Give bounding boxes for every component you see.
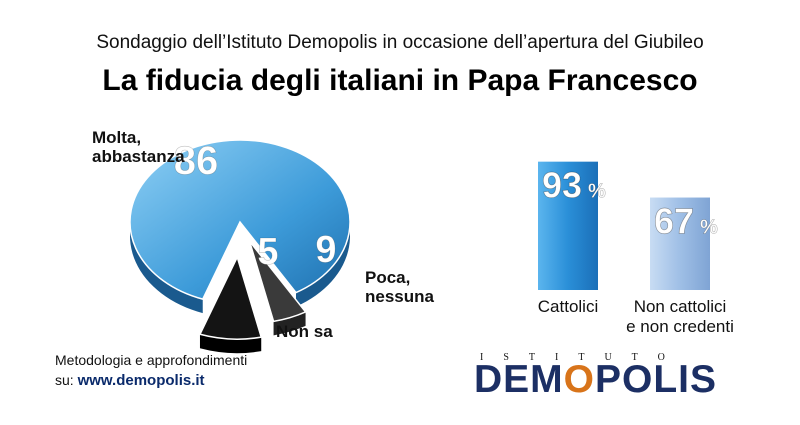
pie-slice-0 bbox=[129, 139, 351, 301]
bar-value-label-0: 93 bbox=[542, 165, 582, 206]
chart-subtitle: Sondaggio dell’Istituto Demopolis in occ… bbox=[96, 32, 704, 53]
pie-value-label-2: 9 bbox=[315, 229, 336, 271]
pie-label-poca: Poca, nessuna bbox=[365, 268, 434, 306]
brand-logo: DEMOPOLIS bbox=[474, 358, 718, 401]
footer-prefix: su: bbox=[55, 372, 74, 388]
brand-istituto: ISTITUTO bbox=[480, 352, 685, 363]
bar-1 bbox=[650, 197, 710, 290]
footer-methodology: Metodologia e approfondimenti su: www.de… bbox=[55, 350, 247, 391]
bar-category-label-0: Cattolici bbox=[538, 297, 598, 316]
chart-title: La fiducia degli italiani in Papa France… bbox=[102, 64, 698, 97]
bar-unit-label-1: % bbox=[700, 217, 718, 239]
pie-value-label-1: 5 bbox=[257, 231, 278, 273]
pie-slice-side-1 bbox=[273, 311, 306, 336]
footer-line: Metodologia e approfondimenti bbox=[55, 352, 248, 368]
pie-label-molta: Molta, abbastanza bbox=[92, 128, 185, 166]
pie-value-label-0: 86 bbox=[174, 139, 219, 183]
pie-label-non-sa: Non sa bbox=[276, 322, 333, 341]
pie-chart: 86 5 9 bbox=[129, 139, 351, 354]
pie-slice-1 bbox=[248, 240, 307, 323]
bar-category-label-1: Non cattolici bbox=[634, 297, 727, 316]
bar-0 bbox=[538, 161, 598, 290]
pie-slice-2 bbox=[198, 255, 263, 340]
footer-link[interactable]: www.demopolis.it bbox=[77, 372, 205, 389]
bar-category-label-1: e non credenti bbox=[626, 317, 734, 336]
bar-value-label-1: 67 bbox=[654, 201, 694, 242]
bar-unit-label-0: % bbox=[588, 181, 606, 203]
